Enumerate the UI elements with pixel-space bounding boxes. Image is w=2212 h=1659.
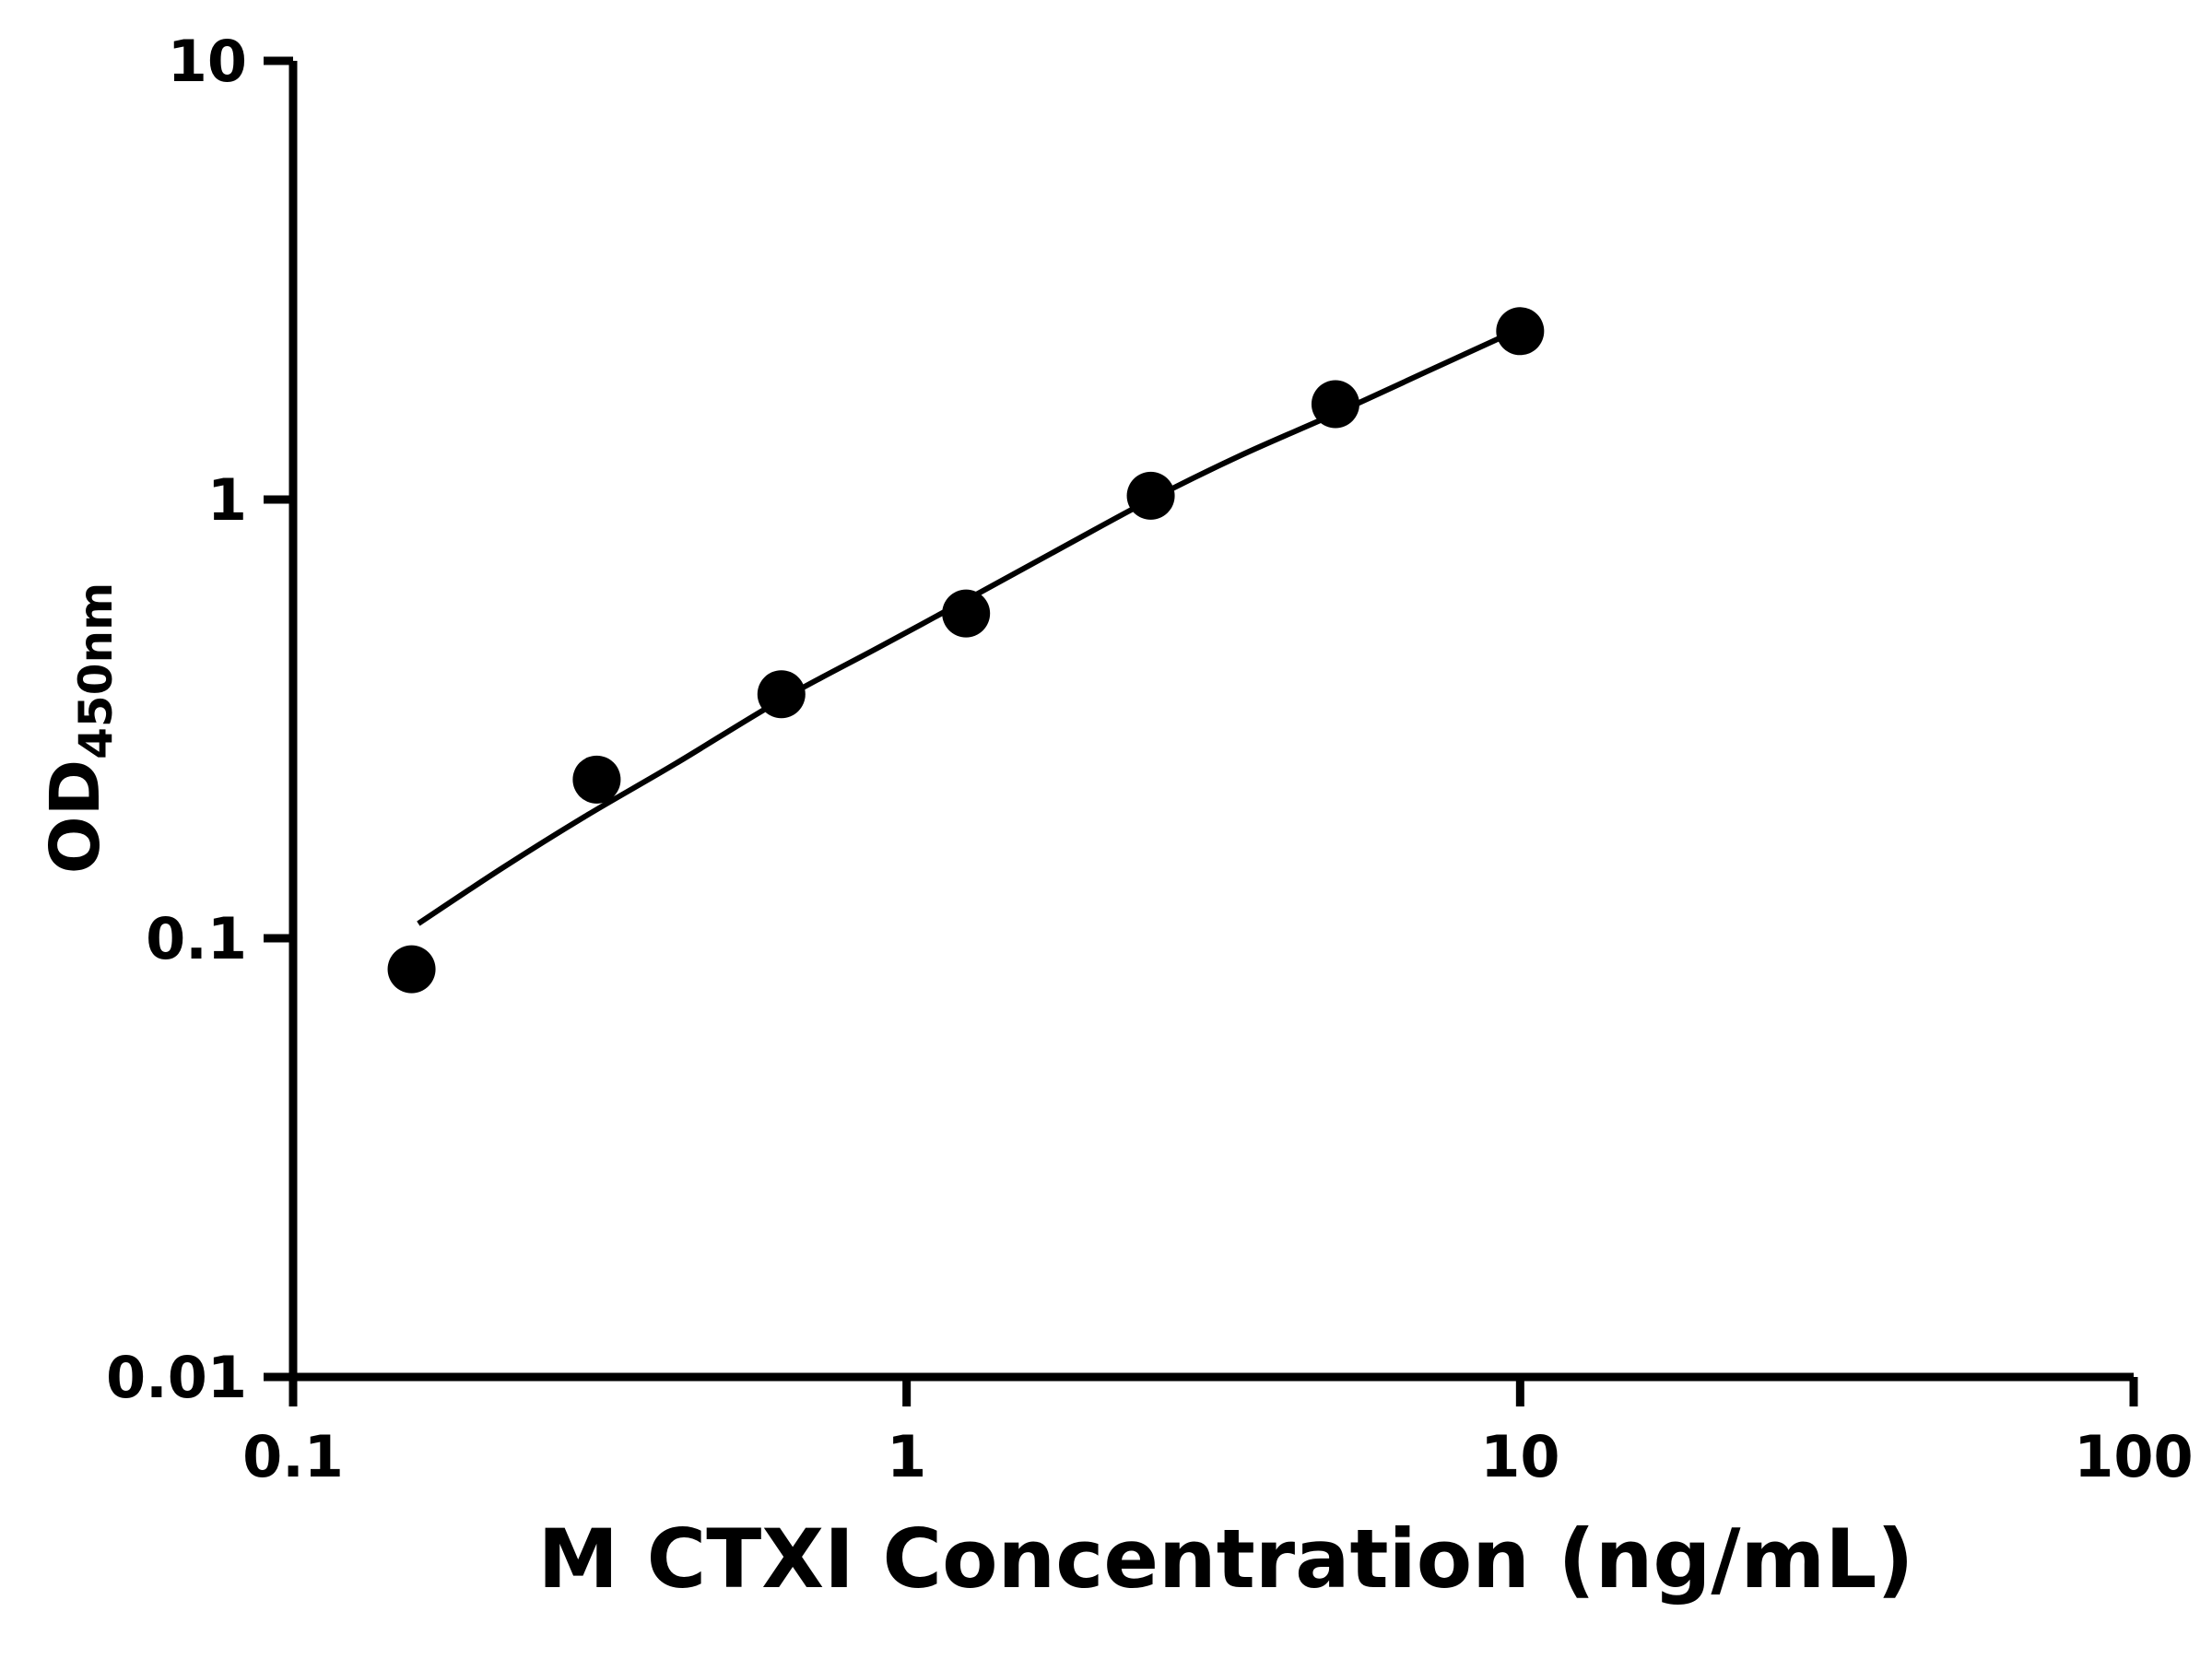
y-axis-label: OD450nm [36,582,123,874]
x-tick-label: 1 [887,1423,926,1490]
x-tick-label: 100 [2074,1423,2193,1490]
x-tick-label: 10 [1480,1423,1559,1490]
axis-tick-labels: 0.1 1 10 100 0.01 0.1 1 10 [106,28,2194,1490]
y-axis-label-sub: 450nm [69,582,123,759]
data-points [387,307,1545,994]
y-axis-label-main: OD [36,759,115,875]
x-axis-label: M CTXI Concentration (ng/mL) [537,1512,1914,1606]
data-point [1311,380,1359,429]
data-point [572,755,621,804]
data-point [1126,471,1175,520]
data-point [1496,307,1545,356]
y-tick-label: 10 [168,28,247,95]
data-point [387,945,436,994]
axis-ticks [264,56,2138,1406]
axes [288,61,2134,1382]
data-point [942,589,991,638]
y-tick-label: 0.1 [146,905,247,972]
x-tick-label: 0.1 [242,1423,344,1490]
y-tick-label: 0.01 [106,1344,247,1411]
y-tick-label: 1 [207,466,247,534]
data-point [757,670,806,719]
